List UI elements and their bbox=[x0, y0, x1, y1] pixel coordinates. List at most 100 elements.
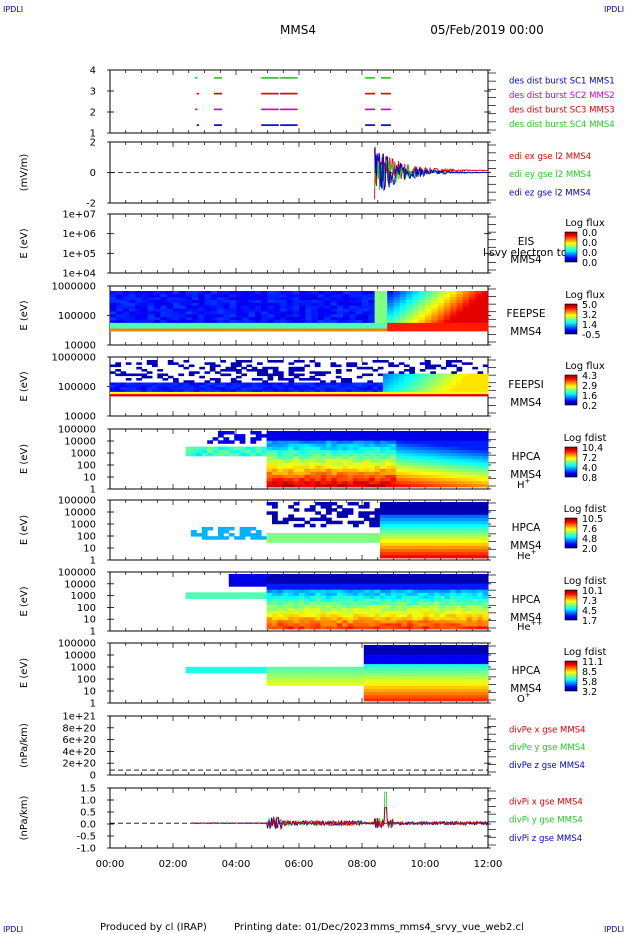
spectrogram-cell bbox=[390, 691, 397, 696]
spectrogram-cell bbox=[380, 526, 386, 531]
spectrogram-cell bbox=[428, 459, 435, 463]
spectrogram-cell bbox=[456, 305, 464, 309]
spectrogram-cell bbox=[372, 391, 379, 395]
spectrogram-cell bbox=[374, 328, 382, 332]
spectrogram-cell bbox=[272, 586, 278, 590]
spectrogram-cell bbox=[440, 384, 447, 388]
spectrogram-cell bbox=[428, 443, 435, 447]
spectrogram-cell bbox=[230, 389, 237, 392]
spectrogram-cell bbox=[277, 471, 284, 475]
spectrogram-cell bbox=[141, 316, 149, 320]
spectrogram-cell bbox=[369, 610, 375, 615]
spectrogram-cell bbox=[363, 666, 370, 671]
spectrogram-cell bbox=[166, 293, 174, 298]
spectrogram-cell bbox=[309, 577, 316, 581]
spectrogram-cell bbox=[407, 613, 413, 618]
spectrogram-cell bbox=[482, 619, 489, 624]
spectrogram-cell bbox=[396, 455, 402, 460]
spectrogram-cell bbox=[428, 462, 435, 466]
spectrogram-cell bbox=[261, 296, 268, 300]
spectrogram-cell bbox=[201, 446, 208, 451]
spectrogram-cell bbox=[353, 477, 359, 482]
spectrogram-cell bbox=[342, 604, 348, 609]
spectrogram-cell bbox=[288, 465, 294, 469]
spectrogram-cell bbox=[167, 387, 174, 390]
spectrogram-cell bbox=[326, 431, 332, 435]
spectrogram-cell bbox=[466, 625, 473, 630]
spectrogram-cell bbox=[160, 305, 168, 309]
spectrogram-cell bbox=[198, 319, 205, 323]
spectrogram-cell bbox=[471, 583, 478, 587]
y-tick-label: 10 bbox=[83, 473, 96, 484]
spectrogram-cell bbox=[407, 474, 413, 479]
spectrogram-cell bbox=[368, 322, 375, 326]
instrument-label: HPCA bbox=[512, 522, 542, 534]
spectrogram-cell bbox=[223, 291, 231, 295]
colorbar-tick: 5.0 bbox=[582, 300, 597, 311]
spectrogram-cell bbox=[390, 443, 397, 447]
spectrogram-cell bbox=[434, 533, 440, 537]
spectrogram-cell bbox=[257, 384, 263, 388]
spectrogram-cell bbox=[419, 380, 426, 383]
spectrogram-cell bbox=[331, 607, 338, 612]
spectrogram-cell bbox=[336, 601, 343, 605]
spectrogram-cell bbox=[135, 302, 142, 306]
spectrogram-cell bbox=[331, 508, 338, 512]
spectrogram-cell bbox=[288, 393, 295, 397]
spectrogram-cell bbox=[236, 384, 242, 388]
spectrogram-cell bbox=[204, 371, 211, 374]
spectrogram-cell bbox=[374, 313, 382, 318]
spectrogram-cell bbox=[292, 328, 300, 332]
spectrogram-cell bbox=[385, 625, 392, 630]
spectrogram-cell bbox=[358, 577, 365, 581]
spectrogram-cell bbox=[380, 455, 386, 460]
spectrogram-cell bbox=[336, 325, 344, 329]
spectrogram-cell bbox=[456, 375, 463, 379]
spectrogram-cell bbox=[173, 322, 180, 326]
spectrogram-cell bbox=[401, 554, 408, 559]
spectrogram-cell bbox=[423, 679, 429, 683]
spectrogram-cell bbox=[404, 384, 410, 388]
spectrogram-cell bbox=[374, 517, 381, 522]
spectrogram-cell bbox=[246, 369, 253, 372]
spectrogram-cell bbox=[250, 526, 257, 531]
spectrogram-cell bbox=[179, 313, 186, 318]
spectrogram-cell bbox=[385, 480, 392, 485]
spectrogram-cell bbox=[272, 673, 278, 677]
spectrogram-cell bbox=[311, 291, 319, 295]
spectrogram-cell bbox=[309, 607, 316, 612]
burst-mark bbox=[370, 77, 374, 79]
spectrogram-cell bbox=[343, 293, 350, 298]
spectrogram-cell bbox=[430, 387, 436, 390]
spectrogram-cell bbox=[293, 586, 300, 590]
spectrogram-cell bbox=[428, 523, 435, 528]
spectrogram-cell bbox=[461, 511, 467, 515]
spectrogram-cell bbox=[204, 362, 211, 365]
spectrogram-cell bbox=[456, 378, 463, 381]
spectrogram-cell bbox=[288, 595, 294, 599]
colorbar-title: Log flux bbox=[565, 218, 605, 229]
spectrogram-cell bbox=[430, 373, 436, 377]
spectrogram-cell bbox=[204, 293, 212, 298]
y-tick-label: -2 bbox=[86, 199, 96, 210]
spectrogram-cell bbox=[250, 574, 257, 578]
spectrogram-cell bbox=[304, 598, 311, 602]
spectrogram-cell bbox=[417, 625, 424, 630]
spectrogram-cell bbox=[198, 322, 205, 326]
spectrogram-cell bbox=[482, 613, 489, 618]
spectrogram-cell bbox=[439, 446, 446, 451]
spectrogram-cell bbox=[167, 362, 174, 365]
spectrogram-cell bbox=[304, 459, 311, 463]
species-charge: + bbox=[531, 548, 537, 556]
spectrogram-cell bbox=[412, 682, 419, 686]
spectrogram-cell bbox=[390, 601, 397, 605]
spectrogram-cell bbox=[455, 542, 462, 546]
spectrogram-cell bbox=[346, 391, 352, 395]
spectrogram-cell bbox=[428, 551, 435, 556]
spectrogram-cell bbox=[368, 293, 375, 298]
y-tick-label: 10000 bbox=[64, 651, 96, 662]
spectrogram-cell bbox=[423, 613, 429, 618]
spectrogram-cell bbox=[469, 302, 476, 306]
spectrogram-cell bbox=[272, 431, 278, 435]
spectrogram-cell bbox=[380, 669, 386, 674]
